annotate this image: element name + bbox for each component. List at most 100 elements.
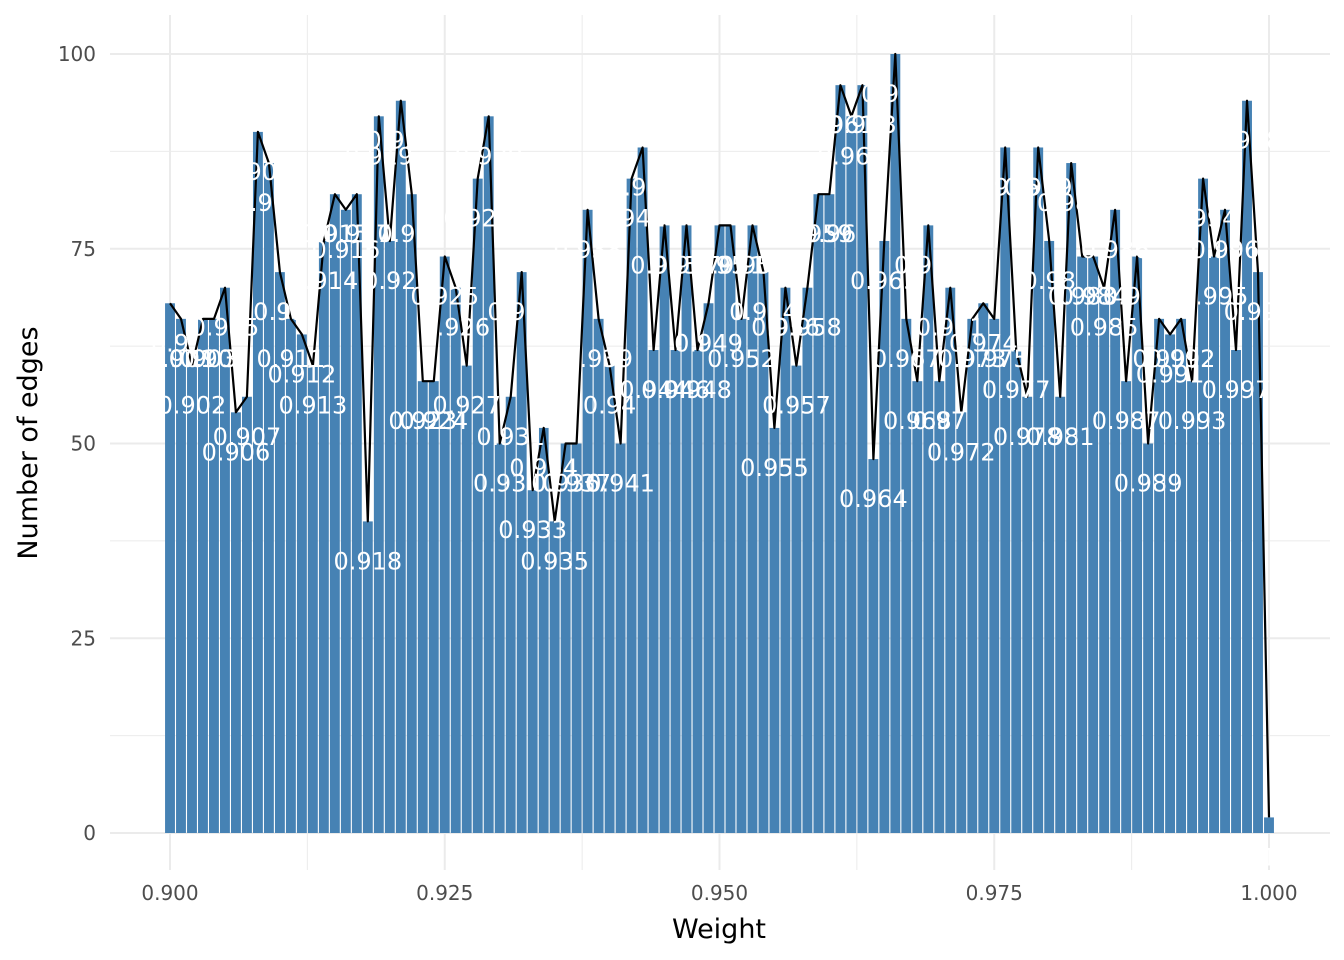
bar <box>241 396 252 833</box>
bar <box>538 427 549 833</box>
bar <box>582 209 593 834</box>
bar-label: 0.976 <box>971 173 1040 201</box>
bar <box>549 521 560 833</box>
bar <box>209 318 219 833</box>
bars <box>165 54 1274 834</box>
bar-label: 0.98 <box>1022 267 1075 295</box>
bar <box>165 303 175 833</box>
bar-label: 0.948 <box>663 376 732 404</box>
bar-label: 0.958 <box>773 314 842 342</box>
bar <box>736 318 747 833</box>
bar-label: 0.912 <box>268 360 337 388</box>
bar <box>220 287 230 833</box>
bar <box>428 381 439 833</box>
bar-label: 0.939 <box>564 345 633 373</box>
bar <box>1242 100 1252 834</box>
bar <box>1176 318 1187 833</box>
bar <box>560 443 571 833</box>
x-tick-label: 0.925 <box>416 881 473 905</box>
bar-label: 0.906 <box>202 438 271 466</box>
bar <box>648 350 659 833</box>
bar-label: 0.975 <box>960 345 1029 373</box>
bar <box>1154 318 1165 833</box>
bar-label: 0.992 <box>1147 345 1216 373</box>
x-tick-label: 0.900 <box>141 881 198 905</box>
bar-label: 0.949 <box>674 329 743 357</box>
bar <box>373 116 384 833</box>
trend-line-group <box>169 52 1271 818</box>
bar-label: 0.993 <box>1158 407 1227 435</box>
bar-label: 0.923 <box>388 407 457 435</box>
bar-label: 0.908 <box>224 158 293 186</box>
bar-label: 0.966 <box>861 80 930 108</box>
bar <box>780 287 791 833</box>
bar-label: 0.981 <box>1026 423 1095 451</box>
bar <box>187 365 197 833</box>
bar-label: 0.994 <box>1169 205 1238 233</box>
bar <box>285 318 296 833</box>
bar <box>351 194 362 834</box>
bar <box>967 318 978 833</box>
bar-label: 0.909 <box>235 189 304 217</box>
bar <box>274 272 285 833</box>
bar-label: 0.907 <box>213 423 282 451</box>
bar-label: 0.937 <box>542 470 611 498</box>
bar <box>176 318 186 833</box>
bar-label: 0.977 <box>982 376 1051 404</box>
bar-label: 0.984 <box>1059 283 1128 311</box>
bar <box>593 318 604 833</box>
bar-label: 0.9 <box>151 329 189 357</box>
bar-label: 0.95 <box>693 251 746 279</box>
x-axis-ticks: 0.900 0.925 0.950 0.975 1.000 <box>141 881 1297 905</box>
bar <box>1264 817 1274 833</box>
x-tick-label: 0.975 <box>966 881 1023 905</box>
bar <box>956 412 967 833</box>
bar <box>198 318 208 833</box>
bar-label: 0.901 <box>147 345 216 373</box>
bar <box>659 225 670 833</box>
bar <box>1099 287 1110 833</box>
bar <box>747 225 758 833</box>
bar <box>791 365 802 833</box>
bar-label: 0.942 <box>597 205 666 233</box>
bar-label: 0.932 <box>487 298 556 326</box>
bar-label: 0.941 <box>586 470 655 498</box>
x-tick-label: 1.000 <box>1240 881 1297 905</box>
bar-label: 0.904 <box>180 345 249 373</box>
y-tick-label: 25 <box>71 626 96 650</box>
bar-label: 0.933 <box>498 516 567 544</box>
bar <box>1011 350 1022 833</box>
bar <box>1055 396 1066 833</box>
bar-label: 0.96 <box>803 220 856 248</box>
trend-line <box>169 52 1271 818</box>
bar-label: 0.911 <box>257 345 326 373</box>
bar <box>307 365 318 833</box>
bar <box>703 303 714 833</box>
bar <box>626 178 637 833</box>
bar <box>923 225 934 833</box>
bar <box>395 100 406 834</box>
bar-label: 0.955 <box>740 454 809 482</box>
bar-label: 0.922 <box>377 220 446 248</box>
bar-label: 0.929 <box>454 142 523 170</box>
bar <box>1132 256 1143 833</box>
y-axis-ticks: 0 25 50 75 100 <box>58 42 96 845</box>
bar-label: 0.988 <box>1103 283 1172 311</box>
bar-label: 0.97 <box>913 407 966 435</box>
bar <box>384 240 395 833</box>
bar <box>615 443 626 833</box>
bar-label: 0.986 <box>1081 236 1150 264</box>
bar <box>1077 256 1088 833</box>
y-tick-label: 50 <box>71 432 96 456</box>
bar-label: 0.92 <box>363 267 416 295</box>
bar-label: 0.926 <box>421 314 490 342</box>
bar-label: 1 <box>1261 843 1276 871</box>
bar-label: 0.947 <box>652 251 721 279</box>
bar-label: 0.959 <box>784 220 853 248</box>
bar-label: 0.943 <box>608 173 677 201</box>
bar <box>450 287 461 833</box>
bar <box>571 443 582 833</box>
bar <box>406 194 417 834</box>
bar-label: 0.946 <box>641 376 710 404</box>
bar-label: 0.921 <box>366 127 435 155</box>
